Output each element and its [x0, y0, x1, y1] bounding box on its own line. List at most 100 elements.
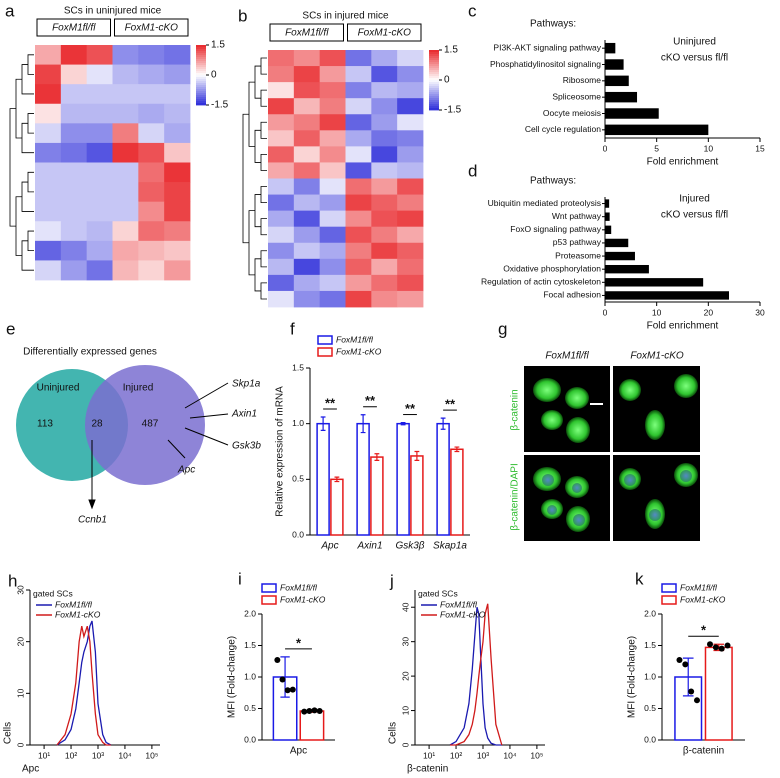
x-tick-label: 30 — [755, 307, 765, 317]
x-tick-label: 10⁴ — [118, 750, 131, 760]
colorbar — [196, 67, 206, 70]
heatmap-cell — [35, 162, 62, 183]
colorbar — [196, 81, 206, 84]
colorbar — [196, 87, 206, 90]
heatmap-cell — [164, 221, 191, 242]
dendrogram — [260, 186, 267, 203]
group-box — [114, 18, 189, 37]
heatmap-cell — [268, 290, 295, 308]
data-point — [682, 661, 689, 668]
x-tick-label: 10 — [704, 143, 714, 153]
heatmap-cell — [371, 50, 398, 67]
data-point — [676, 656, 683, 663]
heatmap-cell — [60, 201, 88, 222]
x-tick-label: Skap1a — [433, 541, 467, 552]
colorbar — [429, 70, 439, 73]
heatmap-cell — [268, 50, 295, 67]
data-point — [316, 708, 323, 715]
y-tick-label: 1.0 — [644, 671, 656, 681]
gene-label: Ccnb1 — [78, 515, 107, 526]
legend-label: FoxM1-cKO — [336, 346, 382, 356]
heatmap-cell — [86, 221, 113, 242]
colorbar — [196, 77, 206, 80]
heatmap-cell — [345, 66, 372, 83]
dendrogram — [260, 57, 267, 75]
dendrogram — [9, 108, 16, 227]
colorbar — [429, 62, 439, 65]
heatmap-cell — [345, 82, 372, 99]
heatmap-cell — [268, 82, 295, 99]
colorbar — [196, 69, 206, 72]
heatmap-cell — [293, 194, 321, 212]
heatmap-cell — [138, 201, 165, 222]
data-point — [693, 697, 700, 704]
y-tick-label: 1.5 — [644, 640, 656, 650]
heatmap-cell — [35, 221, 62, 242]
annotation: gated SCs — [418, 588, 458, 598]
heatmap-cell — [319, 242, 346, 260]
heatmap-cell — [138, 182, 165, 203]
histogram-line — [56, 620, 112, 746]
heatmap-cell — [319, 98, 346, 115]
y-tick-label: 30 — [15, 585, 25, 595]
heatmap-cell — [112, 64, 139, 85]
group-box — [269, 23, 344, 42]
data-point — [688, 688, 695, 695]
heatmap-cell — [164, 103, 191, 124]
heatmap-cell — [268, 162, 295, 179]
category-label: FoxO signaling pathway — [510, 224, 601, 234]
heatmap-cell — [268, 274, 295, 292]
heatmap-cell — [86, 182, 113, 203]
heatmap-cell — [138, 260, 165, 281]
panel-label: e — [6, 319, 15, 338]
heatmap-cell — [319, 178, 346, 195]
heatmap-cell — [112, 221, 139, 242]
heatmap-cell — [164, 162, 191, 183]
colorbar — [429, 80, 439, 83]
legend-label: FoxM1fl/fl — [336, 334, 374, 344]
bar — [370, 456, 384, 536]
x-tick-label: 10 — [652, 307, 662, 317]
heatmap-cell — [319, 162, 346, 179]
x-tick-label: Apc — [320, 541, 338, 552]
colorbar — [429, 104, 439, 107]
bar — [356, 422, 370, 536]
bar — [299, 710, 325, 741]
pathways-title: Pathways: — [530, 176, 576, 187]
y-tick-label: 0.0 — [244, 734, 256, 744]
heatmap-cell — [319, 258, 346, 276]
heatmap-cell — [60, 260, 88, 281]
y-axis-label: MFI (Fold-change) — [227, 636, 238, 718]
error-bar — [400, 421, 406, 426]
legend-label: FoxM1-cKO — [680, 594, 726, 604]
heatmap-cell — [60, 162, 88, 183]
panel-label: f — [290, 319, 295, 338]
colorbar — [196, 51, 206, 54]
data-point — [712, 644, 719, 651]
colorbar-label: 1.5 — [211, 40, 225, 51]
heatmap-cell — [112, 84, 139, 105]
bar — [605, 199, 610, 208]
colorbar — [196, 95, 206, 98]
colorbar — [429, 66, 439, 69]
legend-swatch — [661, 595, 677, 605]
heatmap-cell — [164, 201, 191, 222]
x-axis-label: β-catenin — [407, 764, 448, 775]
colorbar — [429, 60, 439, 63]
heatmap-cell — [397, 82, 424, 99]
heatmap-cell — [319, 114, 346, 131]
heatmap-cell — [397, 130, 424, 147]
heatmap-cell — [345, 274, 372, 292]
category-label: Oxidative phosphorylation — [503, 263, 601, 273]
category-label: Cell cycle regulation — [525, 124, 601, 134]
heatmap-cell — [371, 242, 398, 260]
data-point — [306, 708, 313, 715]
heatmap-cell — [60, 142, 88, 163]
x-axis-label: Fold enrichment — [647, 157, 719, 168]
bar — [605, 124, 709, 136]
colorbar — [196, 55, 206, 58]
x-tick-label: Apc — [290, 746, 307, 757]
colorbar — [196, 103, 206, 106]
